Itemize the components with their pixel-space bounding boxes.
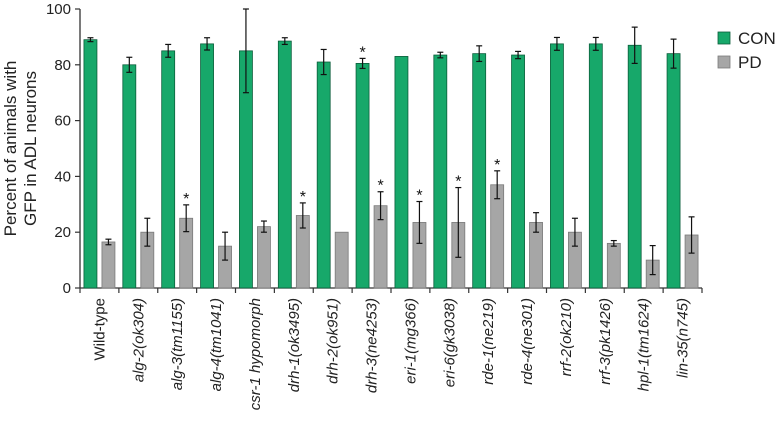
bar-pd-13 xyxy=(606,242,621,289)
category-label: alg-2(ok304) xyxy=(130,298,147,382)
category-label: alg-3(tm1155) xyxy=(169,298,186,390)
error-bars xyxy=(87,8,695,276)
bar-con-14 xyxy=(627,44,642,289)
bar-series xyxy=(83,39,699,289)
y-tick-label: 80 xyxy=(54,57,71,74)
y-tick-label: 20 xyxy=(54,224,71,241)
bar-pd-4 xyxy=(257,226,271,289)
bar-con-7 xyxy=(355,63,370,289)
y-tick-label: 60 xyxy=(54,113,71,130)
bar-con-8 xyxy=(394,56,409,289)
category-labels: Wild-type alg-2(ok304) alg-3(tm1155) alg-4(… xyxy=(91,298,691,410)
bar-con-6 xyxy=(316,61,331,289)
y-tick-label: 100 xyxy=(46,1,71,18)
bar-pd-6 xyxy=(334,231,349,289)
significance-marker: * xyxy=(183,191,189,208)
legend-label-pd: PD xyxy=(738,53,762,72)
category-label: rrf-3(pk1426) xyxy=(597,298,614,385)
significance-marker: * xyxy=(300,189,306,206)
bar-con-13 xyxy=(588,43,603,289)
category-label: drh-2(ok951) xyxy=(325,298,342,384)
legend-label-con: CON xyxy=(738,29,776,48)
bar-con-3 xyxy=(200,43,214,289)
category-label: drh-1(ok3495) xyxy=(286,298,303,392)
category-label: hpl-1(tm1624) xyxy=(636,298,653,391)
bar-pd-0 xyxy=(101,241,116,289)
bar-con-0 xyxy=(83,39,98,289)
bar-con-2 xyxy=(161,50,176,289)
significance-markers: * * * * * * * xyxy=(183,44,500,207)
category-label: rde-1(ne219) xyxy=(480,298,497,385)
category-label: Wild-type xyxy=(91,298,108,361)
bar-con-15 xyxy=(666,53,681,289)
bar-con-10 xyxy=(472,53,487,289)
category-label: alg-4(tm1041) xyxy=(208,298,225,391)
category-label: csr-1 hypomorph xyxy=(247,298,264,410)
y-axis-ticks: 0 20 40 60 80 100 xyxy=(46,1,80,297)
bar-con-12 xyxy=(550,43,564,289)
legend-swatch-con xyxy=(717,31,731,45)
y-tick-label: 40 xyxy=(54,168,71,185)
significance-marker: * xyxy=(455,174,461,191)
y-tick-label: 0 xyxy=(63,280,71,297)
bar-con-11 xyxy=(511,54,525,289)
bar-con-5 xyxy=(277,40,292,289)
bar-pd-10 xyxy=(490,184,505,289)
bar-con-9 xyxy=(433,54,448,289)
y-axis-label: Percent of animals with GFP in ADL neuron… xyxy=(1,61,40,237)
y-axis-label-line: GFP in ADL neurons xyxy=(21,71,40,226)
significance-marker: * xyxy=(494,157,500,174)
category-label: lin-35(n745) xyxy=(675,298,692,378)
significance-marker: * xyxy=(359,44,365,61)
category-label: eri-6(gk3038) xyxy=(441,298,458,387)
legend: CON PD xyxy=(717,29,776,72)
category-label: rde-4(ne301) xyxy=(519,298,536,385)
category-label: eri-1(mg366) xyxy=(402,298,419,384)
bar-con-1 xyxy=(122,64,137,289)
legend-swatch-pd xyxy=(717,55,731,69)
y-axis-label-line: Percent of animals with xyxy=(1,61,20,237)
category-label: rrf-2(ok210) xyxy=(558,298,575,376)
significance-marker: * xyxy=(416,188,422,205)
significance-marker: * xyxy=(377,178,383,195)
category-label: drh-3(ne4253) xyxy=(364,298,381,393)
